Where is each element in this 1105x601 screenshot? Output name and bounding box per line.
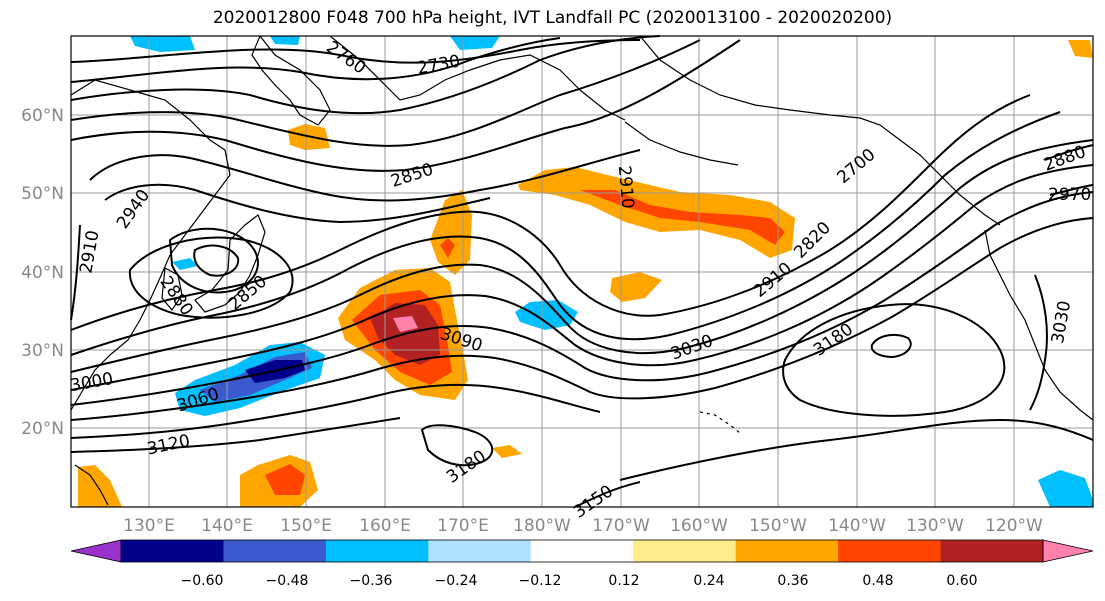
colorbar-swatch <box>325 540 429 562</box>
coastlines <box>70 34 1094 506</box>
colorbar-tick-label: 0.48 <box>862 573 893 589</box>
colorbar-swatch <box>223 540 327 562</box>
lon-label-170e: 170°E <box>437 516 489 536</box>
lat-label-30n: 30°N <box>21 341 64 361</box>
colorbar-tick-label: −0.48 <box>266 573 309 589</box>
coast-na-west <box>984 229 1094 421</box>
colorbar-swatch <box>530 540 634 562</box>
lat-label-40n: 40°N <box>21 263 64 283</box>
lon-label-130e: 130°E <box>123 516 175 536</box>
height-contours <box>70 35 1094 508</box>
lat-label-20n: 20°N <box>21 419 64 439</box>
colorbar-tick-label: −0.12 <box>519 573 562 589</box>
colorbar-tick-label: −0.36 <box>350 573 393 589</box>
positive-patch-central-peak <box>393 316 418 332</box>
coast-siberia-north <box>329 35 626 121</box>
colorbar-swatch <box>735 540 839 562</box>
lon-label-180w: 180°W <box>513 516 571 536</box>
lon-label-120w: 120°W <box>985 516 1043 536</box>
colorbar-ticks: −0.60 −0.48 −0.36 −0.24 −0.12 0.12 0.24 … <box>181 573 978 589</box>
lon-label-140e: 140°E <box>201 516 253 536</box>
colorbar-swatches <box>70 539 1094 563</box>
positive-patch-sw-inner <box>265 464 305 495</box>
lon-label-140w: 140°W <box>828 516 886 536</box>
coast-alaska <box>639 35 1001 226</box>
colorbar-extend-min <box>70 539 122 563</box>
negative-patch-se <box>1038 470 1093 507</box>
coast-hawaii <box>699 411 741 434</box>
negative-patch-top2 <box>270 36 300 45</box>
colorbar-swatch <box>940 540 1044 562</box>
colorbar-outline <box>120 539 1044 563</box>
colorbar-tick-label: −0.60 <box>181 573 224 589</box>
colorbar-swatch <box>121 540 224 562</box>
positive-patch-small <box>492 445 522 458</box>
contour-label-2970: 2970 <box>1048 185 1091 205</box>
lon-label-160e: 160°E <box>359 516 411 536</box>
lat-label-60n: 60°N <box>21 106 64 126</box>
lon-label-170w: 170°W <box>592 516 650 536</box>
negative-patch-top1 <box>130 36 195 52</box>
lat-label-50n: 50°N <box>21 184 64 204</box>
lon-label-150w: 150°W <box>749 516 807 536</box>
colorbar: −0.60 −0.48 −0.36 −0.24 −0.12 0.12 0.24 … <box>70 539 1094 589</box>
colorbar-tick-label: 0.60 <box>946 573 977 589</box>
colorbar-extend-max <box>1042 539 1094 563</box>
positive-patch-hawaii-n <box>610 272 662 302</box>
map-frame <box>70 35 1094 508</box>
positive-patch-corner <box>78 465 122 507</box>
latitude-labels: 60°N 50°N 40°N 30°N 20°N <box>21 106 64 439</box>
colorbar-tick-label: 0.12 <box>608 573 639 589</box>
coast-phil <box>74 464 109 506</box>
colorbar-tick-label: 0.24 <box>693 573 724 589</box>
colorbar-swatch <box>633 540 737 562</box>
colorbar-tick-label: −0.24 <box>435 573 478 589</box>
positive-band-ne-inner <box>580 190 785 245</box>
coast-aleutians <box>624 121 739 166</box>
lon-label-150e: 150°E <box>280 516 332 536</box>
colorbar-tick-label: 0.36 <box>777 573 808 589</box>
negative-patch-small-w <box>172 258 198 270</box>
longitude-labels: 130°E 140°E 150°E 160°E 170°E 180°W 170°… <box>123 516 1043 536</box>
colorbar-swatch <box>838 540 942 562</box>
ivt-filled-patches <box>78 36 1093 507</box>
lon-label-130w: 130°W <box>906 516 964 536</box>
coast-asia-mainland <box>70 79 231 411</box>
lon-label-160w: 160°W <box>670 516 728 536</box>
positive-patch-ne-corner <box>1068 40 1093 58</box>
colorbar-swatch <box>428 540 532 562</box>
page-title: 2020012800 F048 700 hPa height, IVT Land… <box>212 8 893 28</box>
positive-patch-north-inner <box>440 238 455 258</box>
contour-label-2910-a: 2910 <box>614 165 638 210</box>
